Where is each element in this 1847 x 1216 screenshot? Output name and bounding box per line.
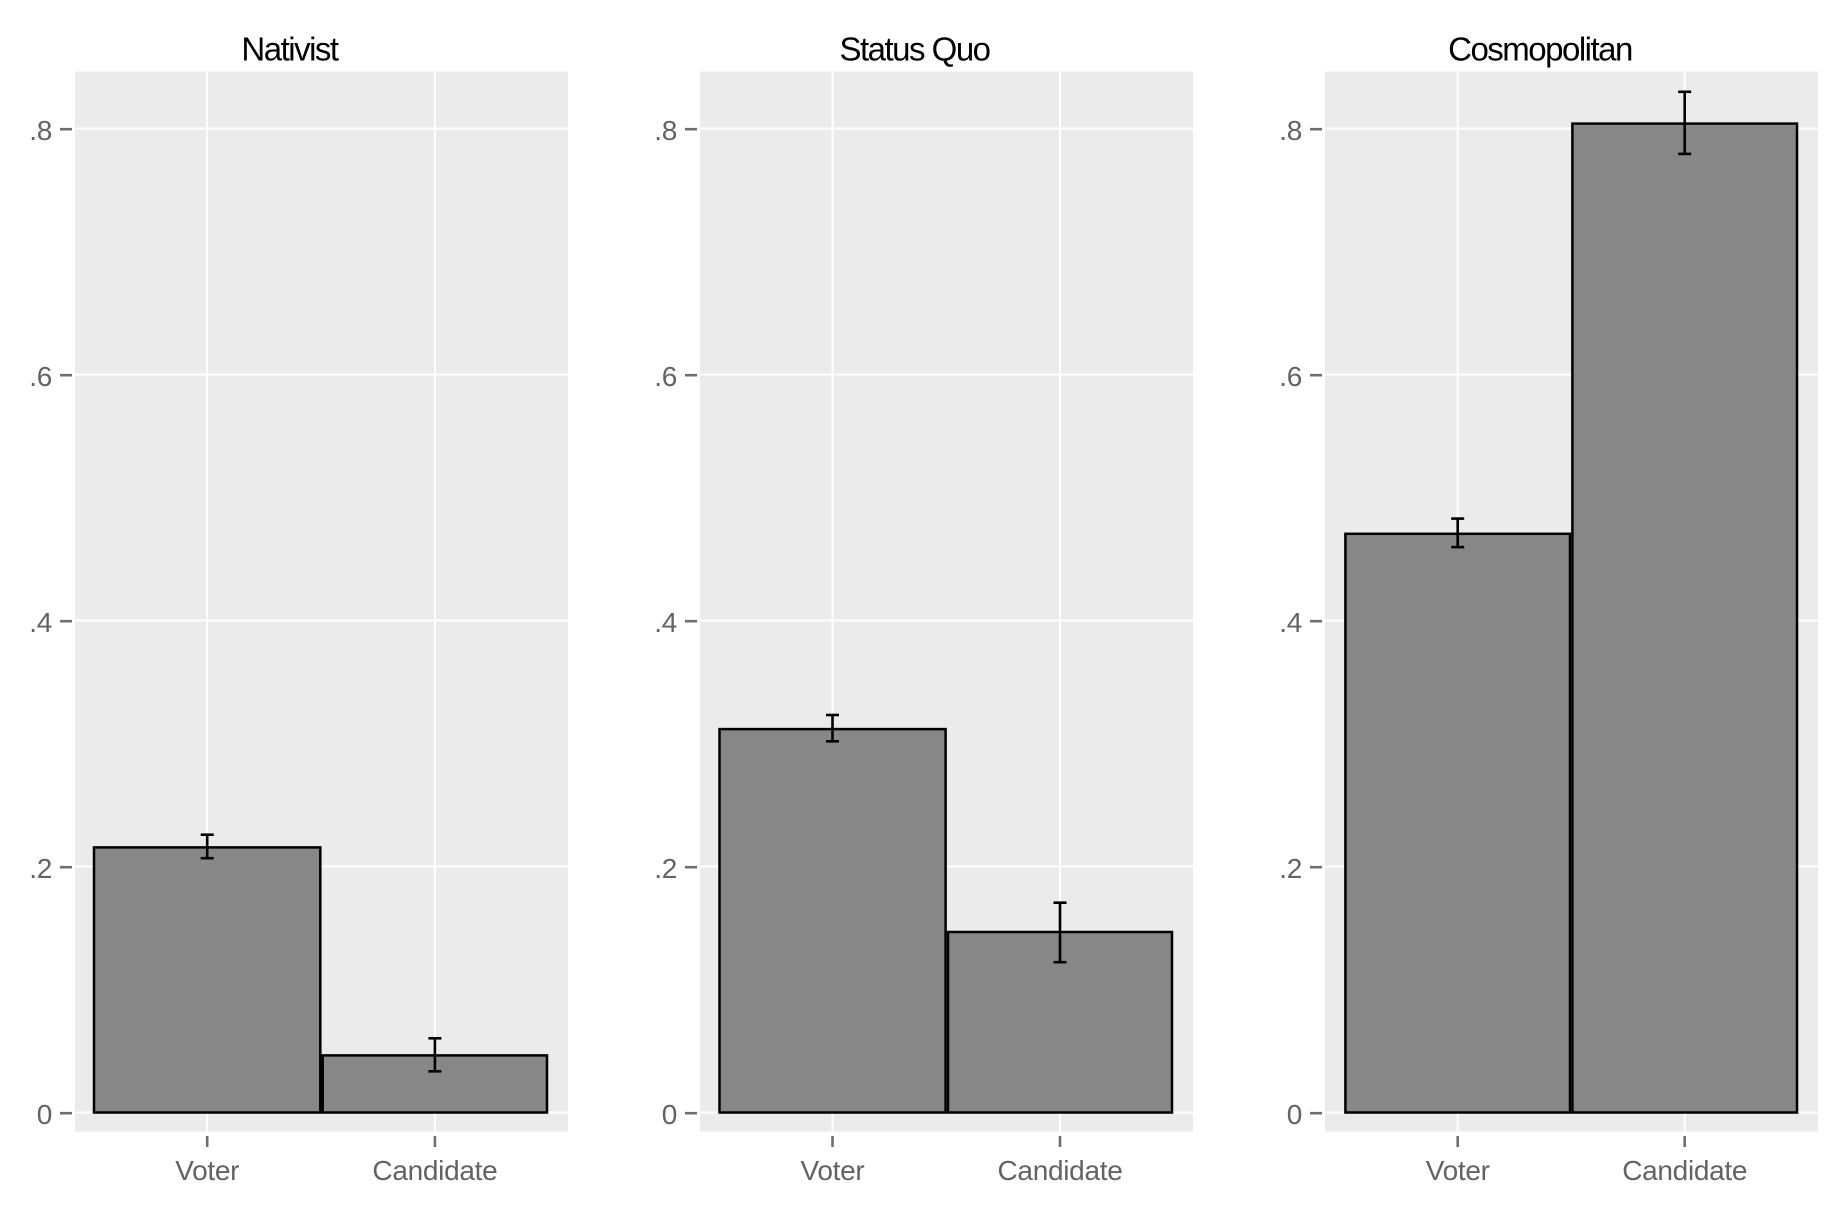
svg-text:0: 0	[662, 1099, 677, 1130]
svg-text:Cosmopolitan: Cosmopolitan	[1448, 31, 1632, 68]
svg-text:.6: .6	[1279, 361, 1302, 392]
svg-text:Voter: Voter	[175, 1155, 239, 1186]
svg-text:.2: .2	[654, 853, 677, 884]
svg-text:Candidate: Candidate	[998, 1155, 1123, 1186]
svg-text:Status Quo: Status Quo	[839, 31, 989, 68]
svg-text:.2: .2	[29, 853, 52, 884]
svg-text:Nativist: Nativist	[241, 31, 339, 68]
svg-text:.8: .8	[29, 115, 52, 146]
svg-text:0: 0	[37, 1099, 52, 1130]
svg-text:.4: .4	[654, 607, 677, 638]
svg-text:Candidate: Candidate	[1622, 1155, 1747, 1186]
svg-text:.8: .8	[1279, 115, 1302, 146]
svg-text:.4: .4	[29, 607, 52, 638]
svg-text:.6: .6	[654, 361, 677, 392]
svg-text:0: 0	[1287, 1099, 1302, 1130]
svg-text:.4: .4	[1279, 607, 1302, 638]
svg-text:.2: .2	[1279, 853, 1302, 884]
svg-text:Candidate: Candidate	[372, 1155, 497, 1186]
svg-text:Voter: Voter	[801, 1155, 865, 1186]
svg-text:.8: .8	[654, 115, 677, 146]
svg-text:Voter: Voter	[1426, 1155, 1490, 1186]
svg-text:.6: .6	[29, 361, 52, 392]
